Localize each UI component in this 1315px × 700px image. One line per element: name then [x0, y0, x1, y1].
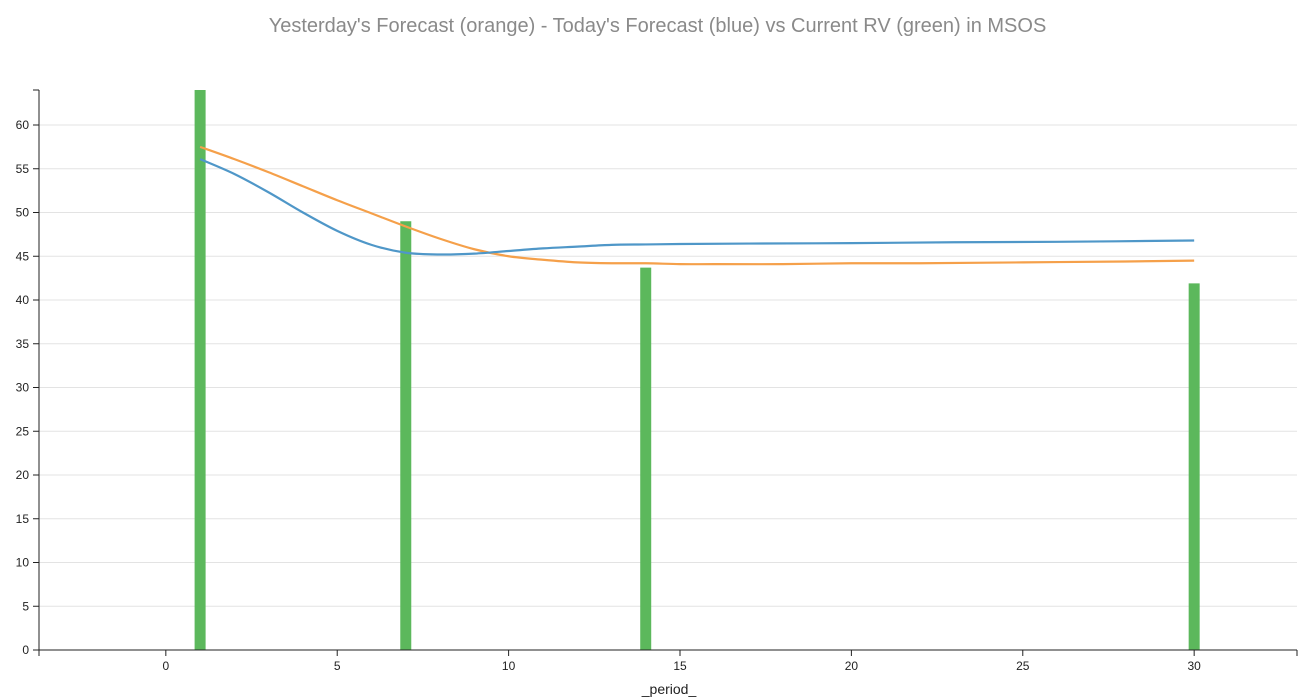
bar: [400, 221, 412, 650]
grid-layer: [39, 124, 1297, 607]
x-tick-label: 15: [673, 659, 687, 673]
chart-title: Yesterday's Forecast (orange) - Today's …: [268, 15, 1047, 37]
x-tick-label: 5: [334, 659, 341, 673]
y-tick-label: 10: [16, 556, 30, 570]
y-tick-label: 5: [22, 599, 29, 613]
bar-layer: [194, 90, 1200, 650]
y-tick-label: 55: [16, 162, 30, 176]
y-tick-label: 60: [16, 118, 30, 132]
x-tick-label: 30: [1187, 659, 1201, 673]
y-tick-label: 50: [16, 206, 30, 220]
bar: [1188, 283, 1200, 650]
y-tick-label: 35: [16, 337, 30, 351]
x-tick-label: 10: [502, 659, 516, 673]
bar: [640, 267, 652, 650]
x-tick-label: 20: [845, 659, 859, 673]
x-tick-label: 25: [1016, 659, 1030, 673]
y-tick-label: 45: [16, 249, 30, 263]
y-tick-label: 25: [16, 424, 30, 438]
y-tick-label: 20: [16, 468, 30, 482]
x-tick-label: 0: [162, 659, 169, 673]
x-axis-title: _period_: [641, 681, 697, 697]
series-line: [199, 145, 1195, 266]
y-tick-label: 0: [22, 643, 29, 657]
series-line: [199, 158, 1195, 256]
line-layer: [199, 145, 1195, 266]
axis-layer: 0 5 10 15 20 25 30 35 40 45 50 55 60 0 5 10 15 20 25 30: [16, 89, 1298, 673]
y-tick-label: 15: [16, 512, 30, 526]
y-tick-label: 30: [16, 381, 30, 395]
y-tick-label: 40: [16, 293, 30, 307]
bar: [194, 90, 206, 650]
